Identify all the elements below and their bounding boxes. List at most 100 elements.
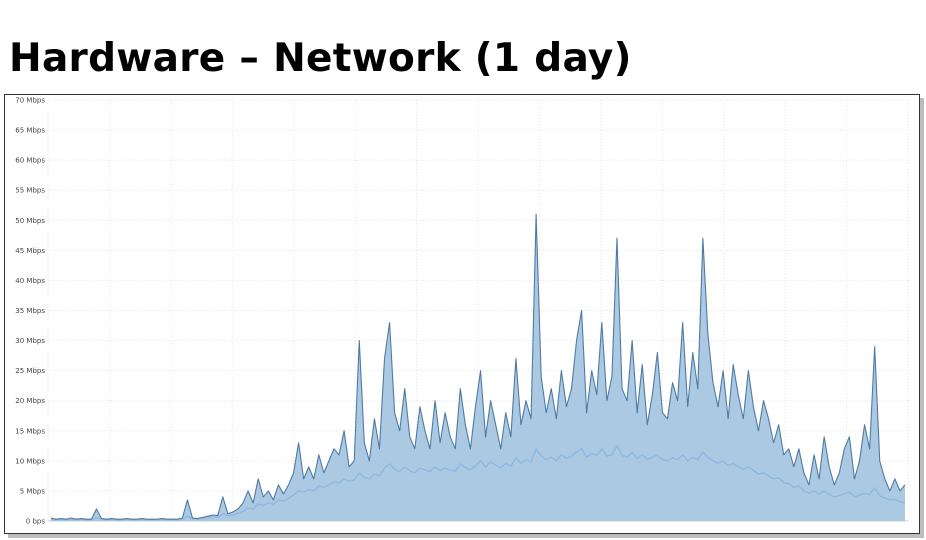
peak-point: [273, 499, 274, 500]
peak-point: [763, 400, 764, 401]
peak-point: [71, 517, 72, 518]
peak-point: [308, 466, 309, 467]
y-axis-ticks: 0 bps 5 Mbps 10 Mbps 15 Mbps 20 Mbps 25 Mbps 3…: [15, 97, 45, 526]
peak-point: [66, 519, 67, 520]
y-tick-label: 65 Mbps: [15, 127, 45, 135]
y-tick-label: 40 Mbps: [15, 277, 45, 285]
peak-point: [864, 424, 865, 425]
peak-point: [76, 519, 77, 520]
peak-point: [808, 484, 809, 485]
peak-point: [561, 370, 562, 371]
peak-point: [217, 515, 218, 516]
y-tick-label: 20 Mbps: [15, 397, 45, 405]
peak-point: [758, 430, 759, 431]
peak-point: [793, 466, 794, 467]
page-title: Hardware – Network (1 day): [9, 36, 632, 81]
peak-point: [485, 436, 486, 437]
peak-point: [697, 388, 698, 389]
peak-point: [55, 519, 56, 520]
line-layer: [50, 213, 906, 521]
peak-point: [667, 418, 668, 419]
peak-point: [657, 352, 658, 353]
peak-point: [591, 370, 592, 371]
peak-point: [177, 519, 178, 520]
peak-point: [894, 478, 895, 479]
y-tick-label: 5 Mbps: [20, 487, 46, 495]
peak-point: [874, 346, 875, 347]
peak-point: [500, 448, 501, 449]
y-tick-label: 60 Mbps: [15, 157, 45, 165]
peak-point: [369, 460, 370, 461]
peak-point: [419, 406, 420, 407]
peak-point: [495, 424, 496, 425]
peak-point: [601, 322, 602, 323]
peak-point: [172, 519, 173, 520]
peak-point: [278, 484, 279, 485]
peak-point: [733, 364, 734, 365]
peak-point: [379, 448, 380, 449]
peak-point: [126, 518, 127, 519]
peak-series-line: [50, 213, 906, 520]
peak-point: [424, 430, 425, 431]
peak-point: [323, 472, 324, 473]
peak-point: [753, 406, 754, 407]
peak-point: [151, 519, 152, 520]
peak-point: [450, 436, 451, 437]
peak-point: [616, 238, 617, 239]
peak-point: [682, 322, 683, 323]
peak-point: [349, 466, 350, 467]
peak-point: [712, 382, 713, 383]
peak-point: [490, 400, 491, 401]
peak-point: [702, 238, 703, 239]
peak-point: [227, 513, 228, 514]
peak-point: [576, 340, 577, 341]
peak-point: [632, 340, 633, 341]
peak-point: [465, 424, 466, 425]
peak-point: [212, 514, 213, 515]
peak-point: [399, 430, 400, 431]
peak-point: [202, 517, 203, 518]
peak-point: [318, 454, 319, 455]
peak-point: [242, 502, 243, 503]
peak-point: [247, 490, 248, 491]
peak-point: [111, 518, 112, 519]
peak-point: [889, 490, 890, 491]
y-tick-label: 45 Mbps: [15, 247, 45, 255]
peak-point: [717, 406, 718, 407]
peak-point: [394, 412, 395, 413]
peak-point: [798, 448, 799, 449]
network-chart: 0 bps 5 Mbps 10 Mbps 15 Mbps 20 Mbps 25 Mbps 3…: [15, 97, 909, 526]
peak-point: [884, 478, 885, 479]
peak-point: [530, 418, 531, 419]
peak-point: [91, 519, 92, 520]
peak-point: [566, 406, 567, 407]
peak-point: [409, 436, 410, 437]
peak-point: [611, 376, 612, 377]
peak-point: [642, 364, 643, 365]
peak-point: [374, 418, 375, 419]
peak-point: [596, 394, 597, 395]
peak-point: [313, 478, 314, 479]
peak-point: [293, 472, 294, 473]
peak-point: [253, 502, 254, 503]
peak-point: [813, 454, 814, 455]
peak-point: [359, 340, 360, 341]
peak-point: [232, 511, 233, 512]
peak-point: [303, 478, 304, 479]
peak-point: [904, 484, 905, 485]
peak-point: [328, 460, 329, 461]
peak-point: [525, 400, 526, 401]
peak-point: [677, 400, 678, 401]
y-tick-label: 15 Mbps: [15, 427, 45, 435]
peak-point: [288, 484, 289, 485]
peak-point: [146, 519, 147, 520]
peak-point: [834, 484, 835, 485]
peak-point: [364, 442, 365, 443]
peak-point: [707, 334, 708, 335]
peak-point: [647, 424, 648, 425]
peak-point: [116, 519, 117, 520]
y-tick-label: 55 Mbps: [15, 187, 45, 195]
peak-point: [692, 352, 693, 353]
peak-point: [844, 448, 845, 449]
peak-point: [162, 518, 163, 519]
